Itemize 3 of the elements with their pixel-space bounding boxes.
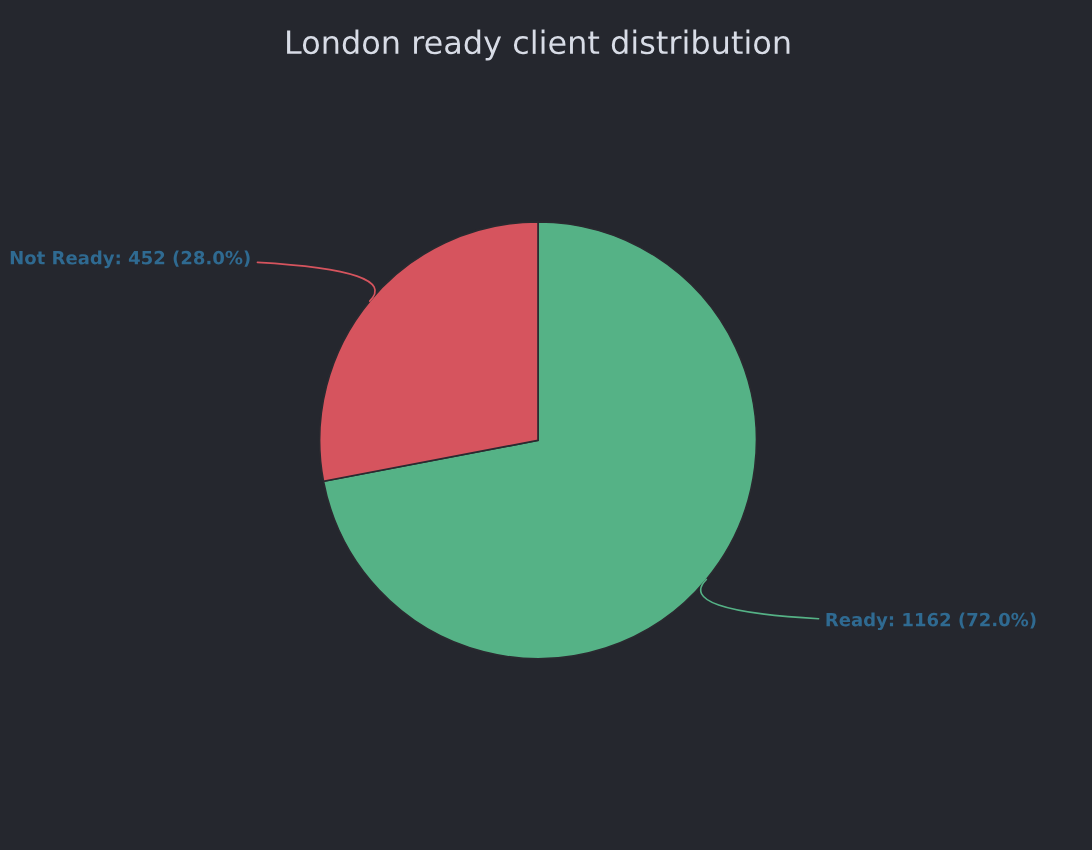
slice-label: Ready: 1162 (72.0%) <box>826 612 1036 631</box>
slice-label: Not Ready: 452 (28.0%) <box>10 250 250 269</box>
chart-title: London ready client distribution <box>287 29 790 61</box>
